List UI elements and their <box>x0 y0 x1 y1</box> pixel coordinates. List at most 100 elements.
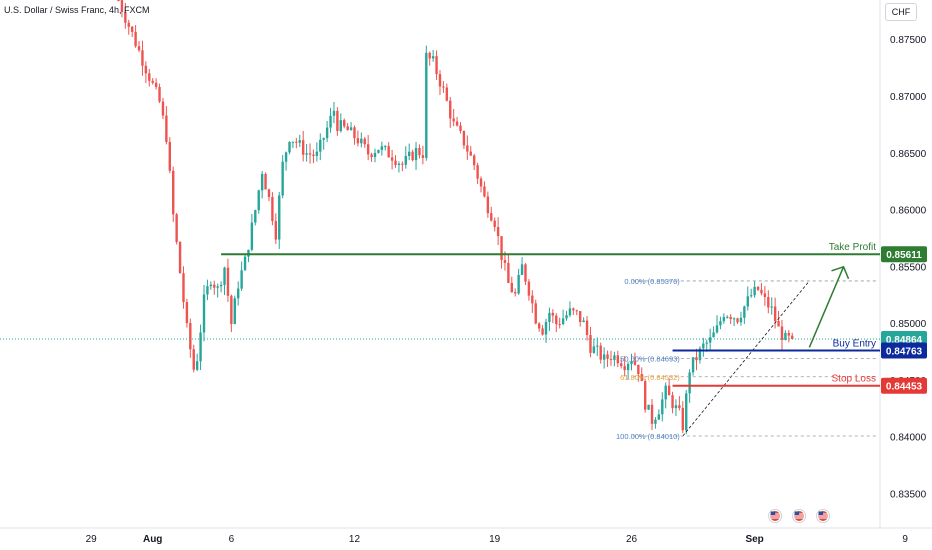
candle-body <box>154 82 158 88</box>
candle-body <box>688 372 691 394</box>
candle-body <box>510 282 513 293</box>
candle-body <box>514 292 517 294</box>
candle-body <box>462 130 466 146</box>
candle-body <box>486 196 490 214</box>
candle-body <box>565 315 568 319</box>
candle-body <box>144 65 148 74</box>
candle-body <box>189 323 192 350</box>
fib-level-label: 50.00% (0.84693) <box>620 354 680 363</box>
candle-body <box>657 414 661 420</box>
candle-body <box>534 303 537 324</box>
fib-trend-line <box>682 280 810 437</box>
candle-body <box>271 197 274 222</box>
candle-body <box>558 324 561 326</box>
candle-body <box>319 139 322 152</box>
arrow-shaft <box>808 266 845 348</box>
candle-body <box>531 295 534 304</box>
candle-body <box>671 395 674 409</box>
candle-body <box>414 147 418 161</box>
candle-body <box>780 326 784 340</box>
candle-body <box>438 74 442 87</box>
x-tick-label: 9 <box>902 534 908 545</box>
take-profit-price-label: 0.85611 <box>886 250 922 261</box>
candle-body <box>397 163 401 166</box>
candle-body <box>141 50 144 66</box>
candle-body <box>237 288 240 299</box>
candle-body <box>582 320 585 323</box>
x-tick-label: 19 <box>489 534 501 545</box>
us-flag-icon <box>768 509 783 523</box>
candle-body <box>579 311 582 323</box>
candle-body <box>243 256 247 271</box>
current-price-price-label: 0.84864 <box>886 335 923 346</box>
candle-body <box>301 140 305 155</box>
candle-body <box>708 337 712 343</box>
candle-body <box>452 118 455 122</box>
candle-body <box>466 145 469 152</box>
candle-body <box>763 293 767 297</box>
candle-body <box>681 408 684 431</box>
fib-level-label: 0.00% (0.85376) <box>624 277 680 286</box>
candle-body <box>698 348 702 361</box>
candle-body <box>151 80 154 83</box>
y-tick-label: 0.87000 <box>890 92 927 103</box>
candle-body <box>281 161 284 196</box>
candle-body <box>667 385 671 396</box>
candle-body <box>284 152 288 162</box>
candle-body <box>274 221 278 240</box>
candle-body <box>134 31 137 47</box>
candle-body <box>339 120 342 132</box>
candle-body <box>750 295 753 297</box>
candle-body <box>493 220 496 228</box>
candle-body <box>322 138 325 140</box>
candle-body <box>633 361 637 365</box>
candle-body <box>685 393 688 431</box>
candle-body <box>428 52 431 59</box>
candle-body <box>127 22 130 27</box>
candle-body <box>541 328 544 335</box>
buy-entry-price-box <box>881 342 927 359</box>
candle-body <box>370 154 373 158</box>
candle-body <box>278 195 281 240</box>
buy-entry-price-label: 0.84763 <box>886 347 923 358</box>
candle-body <box>192 349 195 370</box>
candle-body <box>216 286 219 288</box>
candle-body <box>702 343 705 349</box>
x-tick-label: 26 <box>626 534 638 545</box>
candle-body <box>329 115 332 128</box>
candle-body <box>394 160 397 166</box>
candle-body <box>572 308 575 311</box>
candle-body <box>387 146 390 158</box>
candle-body <box>305 153 308 155</box>
candle-body <box>240 270 243 289</box>
candle-body <box>182 273 185 303</box>
candle-body <box>288 141 291 153</box>
candle-body <box>401 163 404 165</box>
candle-body <box>343 120 346 127</box>
candle-body <box>325 127 329 139</box>
candle-body <box>524 264 527 282</box>
currency-selector[interactable]: CHF <box>885 3 917 21</box>
candle-body <box>360 138 363 144</box>
candle-body <box>483 186 486 197</box>
candle-body <box>223 267 226 285</box>
candle-body <box>589 335 592 353</box>
candle-body <box>404 155 407 165</box>
candle-body <box>421 155 425 158</box>
y-tick-label: 0.85500 <box>890 262 927 273</box>
candle-body <box>678 405 681 409</box>
candle-body <box>264 173 267 190</box>
candle-body <box>736 318 739 323</box>
candle-body <box>507 262 510 283</box>
candle-body <box>630 361 633 364</box>
take-profit-label: Take Profit <box>829 242 876 253</box>
us-flag-icon <box>792 509 807 523</box>
candle-body <box>719 321 722 326</box>
candle-body <box>254 210 257 223</box>
candle-body <box>551 312 555 316</box>
x-tick-label: 12 <box>349 534 361 545</box>
candle-body <box>640 374 643 382</box>
candle-body <box>199 332 202 362</box>
candle-body <box>575 310 578 312</box>
